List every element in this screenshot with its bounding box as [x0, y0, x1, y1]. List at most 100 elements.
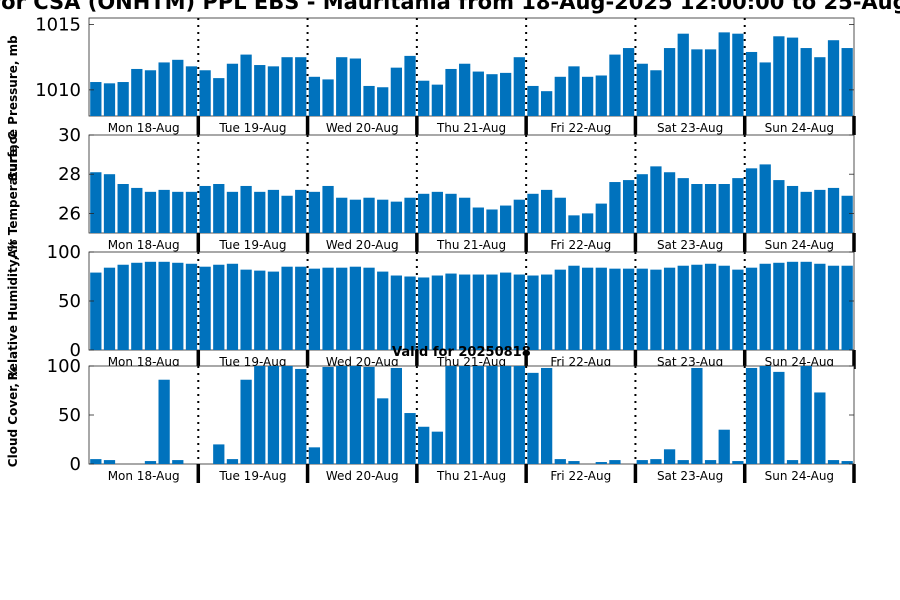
bar: [513, 199, 525, 233]
bar: [281, 195, 293, 233]
bar: [308, 76, 321, 116]
bar: [418, 277, 430, 350]
bar: [554, 197, 566, 233]
bar: [199, 266, 211, 350]
bar: [513, 366, 525, 464]
bar: [322, 185, 334, 233]
x-day-label: Fri 22-Aug: [550, 469, 611, 483]
bar: [336, 197, 348, 233]
bar: [841, 195, 853, 233]
bar: [800, 366, 812, 464]
bar: [636, 460, 648, 464]
bar: [308, 268, 321, 350]
y-tick-label: 28: [58, 164, 81, 185]
bar: [240, 54, 252, 116]
bar: [568, 215, 580, 233]
bar: [704, 460, 717, 464]
bar: [418, 426, 430, 464]
bar: [773, 262, 785, 350]
x-day-label: Sun 24-Aug: [765, 355, 834, 369]
bar: [841, 48, 853, 116]
chart-title: for CSA (ONHTM) PPL EBS - Mauritania fro…: [0, 0, 900, 14]
bar: [622, 268, 635, 350]
bar: [486, 366, 498, 464]
bar: [622, 180, 635, 233]
bar: [814, 189, 826, 233]
bar: [131, 68, 143, 116]
bar: [103, 460, 116, 464]
bar: [267, 66, 280, 116]
x-day-label: Thu 21-Aug: [436, 121, 506, 135]
bar: [732, 461, 744, 464]
bar: [677, 460, 689, 464]
bar: [90, 272, 102, 350]
bar: [144, 261, 157, 350]
bar: [431, 84, 443, 116]
bar: [581, 267, 594, 350]
x-day-label: Sat 23-Aug: [657, 355, 723, 369]
bar: [144, 461, 157, 464]
bar: [841, 265, 853, 350]
bar: [541, 91, 553, 116]
bar: [650, 166, 662, 233]
bar: [308, 447, 321, 464]
bar: [90, 172, 102, 233]
bar: [172, 262, 184, 350]
bar: [431, 275, 443, 350]
bar: [240, 269, 252, 350]
plot-area-4: [88, 365, 855, 465]
bar: [581, 213, 594, 233]
bar: [172, 191, 184, 233]
bar: [404, 197, 416, 233]
bar: [336, 57, 348, 116]
bar: [663, 267, 676, 350]
bar: [745, 267, 758, 350]
bar: [595, 75, 607, 116]
bar: [418, 80, 430, 116]
bar: [759, 164, 771, 233]
bar: [513, 274, 525, 350]
bar: [814, 57, 826, 116]
bar: [472, 274, 484, 350]
x-day-label: Mon 18-Aug: [108, 238, 180, 252]
bar: [732, 269, 744, 350]
x-day-label: Sun 24-Aug: [765, 121, 834, 135]
bar: [773, 36, 785, 116]
y-tick-label: 50: [58, 405, 81, 426]
bar: [281, 57, 293, 116]
bar: [404, 55, 416, 116]
bar: [527, 85, 539, 116]
x-day-label: Thu 21-Aug: [436, 238, 506, 252]
bar: [650, 70, 662, 116]
bar: [486, 274, 498, 350]
bar: [199, 70, 211, 116]
bar: [704, 49, 717, 116]
bar: [431, 431, 443, 464]
bar: [295, 266, 307, 350]
x-day-label: Fri 22-Aug: [550, 238, 611, 252]
bar: [691, 264, 703, 350]
y-axis-label: Relative Humidity, %: [6, 240, 20, 381]
x-day-label: Sat 23-Aug: [657, 469, 723, 483]
bar: [691, 184, 703, 233]
bar: [254, 191, 266, 233]
y-tick-label: 26: [58, 203, 81, 224]
bar: [677, 33, 689, 116]
bar: [554, 459, 566, 464]
bar: [472, 366, 484, 464]
bar: [554, 269, 566, 350]
y-tick-label: 1010: [35, 80, 81, 101]
bar: [158, 189, 170, 233]
bar: [732, 178, 744, 233]
bar: [226, 263, 239, 350]
y-axis-label: Surface Pressure, mb: [6, 35, 20, 181]
bar: [267, 189, 280, 233]
bar: [445, 193, 457, 233]
bar: [595, 267, 607, 350]
bar: [349, 58, 362, 116]
bar: [103, 83, 116, 116]
bar: [185, 66, 198, 116]
x-day-label: Mon 18-Aug: [108, 355, 180, 369]
bar: [745, 51, 758, 116]
bar: [117, 264, 129, 350]
